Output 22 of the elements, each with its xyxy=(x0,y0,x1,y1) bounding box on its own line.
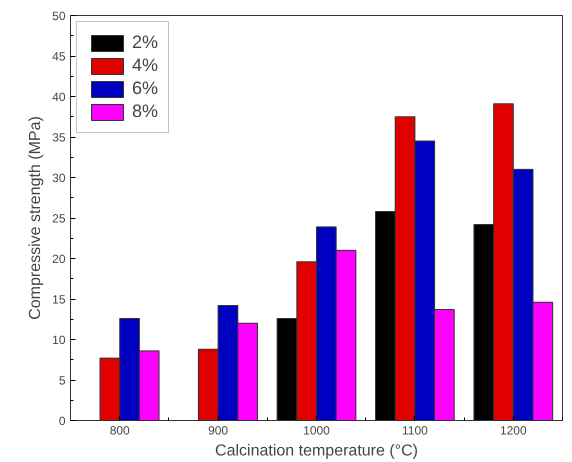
x-tick-label: 1200 xyxy=(500,424,527,438)
y-axis-title: Compressive strength (MPa) xyxy=(27,116,44,320)
y-tick-label: 40 xyxy=(52,90,66,104)
x-tick-label: 1000 xyxy=(303,424,330,438)
y-tick-label: 20 xyxy=(52,252,66,266)
x-tick-label: 900 xyxy=(208,424,228,438)
y-tick-label: 0 xyxy=(58,414,66,428)
legend-label: 4% xyxy=(132,55,158,76)
y-tick-label: 45 xyxy=(52,50,66,64)
y-tick-label: 15 xyxy=(52,292,66,306)
y-tick-label: 35 xyxy=(52,130,66,144)
x-tick-label: 800 xyxy=(110,424,130,438)
y-tick-label: 50 xyxy=(52,9,66,23)
y-tick-label: 25 xyxy=(52,212,66,226)
x-tick-label: 1100 xyxy=(402,424,428,438)
legend-label: 2% xyxy=(132,32,158,53)
y-tick-label: 10 xyxy=(52,333,66,347)
legend-label: 6% xyxy=(132,78,158,99)
y-tick-label: 5 xyxy=(58,374,66,388)
y-tick-label: 30 xyxy=(52,171,66,185)
legend-label: 8% xyxy=(132,101,158,122)
x-axis-title: Calcination temperature (°C) xyxy=(215,442,418,460)
